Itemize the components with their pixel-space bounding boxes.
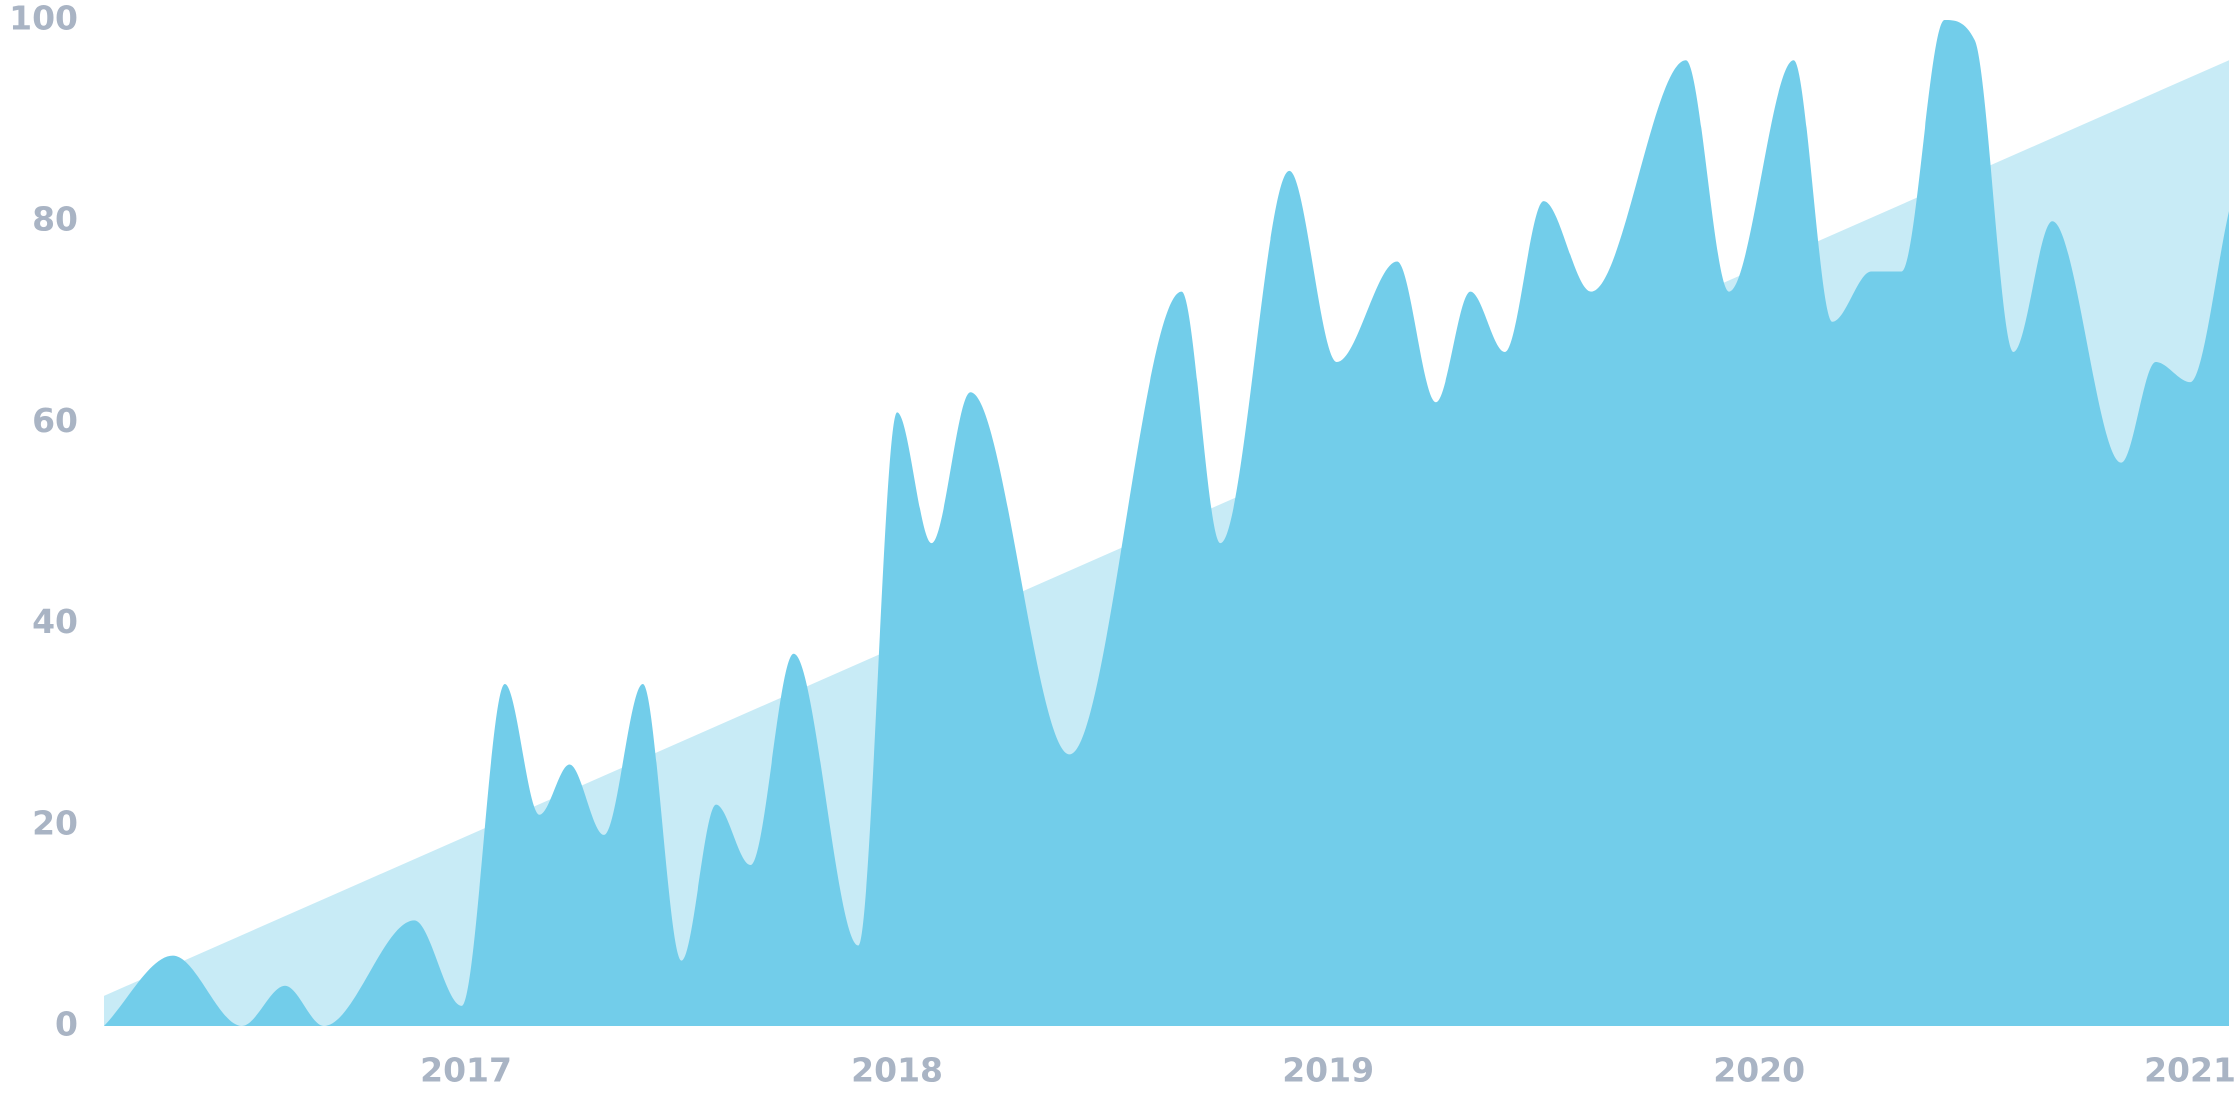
x-tick-label: 2018 xyxy=(851,1051,943,1090)
x-tick-label: 2021 xyxy=(2144,1051,2236,1090)
x-tick-label: 2020 xyxy=(1713,1051,1805,1090)
x-tick-label: 2019 xyxy=(1282,1051,1374,1090)
y-tick-label: 40 xyxy=(32,602,78,641)
y-tick-label: 0 xyxy=(55,1005,78,1044)
y-tick-label: 100 xyxy=(9,0,78,38)
y-tick-label: 80 xyxy=(32,200,78,239)
y-tick-label: 60 xyxy=(32,401,78,440)
y-tick-label: 20 xyxy=(32,803,78,842)
x-tick-label: 2017 xyxy=(420,1051,512,1090)
area xyxy=(104,20,2229,1026)
